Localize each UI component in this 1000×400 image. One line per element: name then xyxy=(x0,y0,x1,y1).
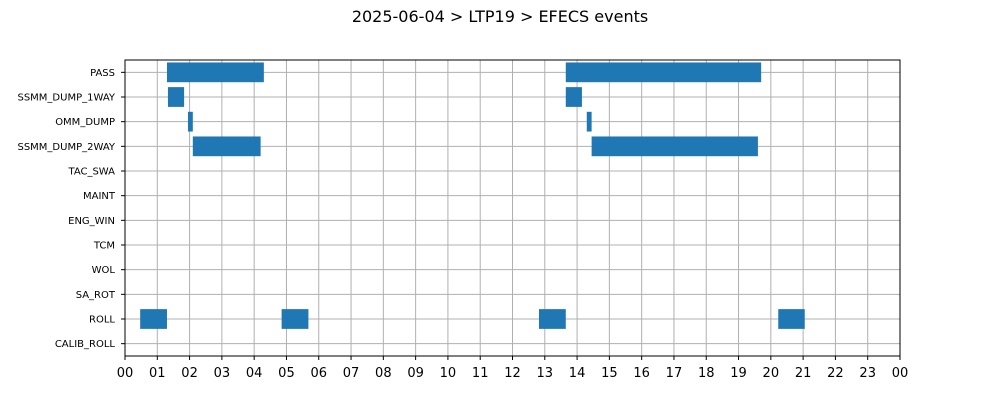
x-tick-label: 14 xyxy=(569,366,586,381)
event-bar-ssmm-dump-1way xyxy=(565,87,582,107)
x-tick-label: 10 xyxy=(440,366,457,381)
x-tick-label: 18 xyxy=(698,366,715,381)
x-tick-label: 00 xyxy=(117,366,134,381)
y-tick-label-omm-dump: OMM_DUMP xyxy=(55,117,115,128)
x-tick-label: 07 xyxy=(343,366,360,381)
x-tick-label: 05 xyxy=(278,366,295,381)
x-tick-label: 16 xyxy=(633,366,650,381)
y-tick-label-tcm: TCM xyxy=(93,241,115,252)
x-tick-label: 17 xyxy=(666,366,683,381)
event-bar-pass xyxy=(565,62,762,83)
event-bar-ssmm-dump-2way xyxy=(192,136,261,157)
y-tick-label-calib-roll: CALIB_ROLL xyxy=(55,339,116,350)
x-tick-label: 13 xyxy=(537,366,554,381)
y-tick-label-eng-win: ENG_WIN xyxy=(68,216,115,227)
y-tick-label-ssmm-dump-2way: SSMM_DUMP_2WAY xyxy=(17,142,115,153)
x-tick-label: 23 xyxy=(859,366,876,381)
event-bar-roll xyxy=(281,309,309,329)
y-tick-label-tac-swa: TAC_SWA xyxy=(67,167,115,178)
x-tick-label: 19 xyxy=(730,366,747,381)
y-tick-label-sa-rot: SA_ROT xyxy=(76,290,116,301)
x-tick-label: 08 xyxy=(375,366,392,381)
x-tick-label: 02 xyxy=(181,366,198,381)
x-tick-label: 03 xyxy=(214,366,231,381)
x-tick-label: 04 xyxy=(246,366,263,381)
plot-frame xyxy=(124,59,901,357)
x-tick-label: 20 xyxy=(763,366,780,381)
chart-title: 2025-06-04 > LTP19 > EFECS events xyxy=(352,7,648,26)
event-bar-ssmm-dump-1way xyxy=(167,87,185,107)
event-bar-omm-dump xyxy=(586,111,592,132)
y-tick-label-wol: WOL xyxy=(92,265,116,276)
event-bar-roll xyxy=(538,309,566,329)
y-tick-label-ssmm-dump-1way: SSMM_DUMP_1WAY xyxy=(17,93,115,104)
y-tick-label-roll: ROLL xyxy=(89,315,115,326)
x-tick-label: 22 xyxy=(827,366,844,381)
x-tick-label: 15 xyxy=(601,366,618,381)
x-tick-label: 09 xyxy=(407,366,424,381)
event-bar-ssmm-dump-2way xyxy=(591,136,758,157)
bars-layer xyxy=(140,62,805,329)
event-bar-roll xyxy=(140,309,167,329)
x-tick-label: 06 xyxy=(310,366,327,381)
event-bar-omm-dump xyxy=(187,111,193,132)
event-bar-pass xyxy=(166,62,264,83)
x-tick-label: 00 xyxy=(892,366,909,381)
x-tick-label: 11 xyxy=(472,366,489,381)
x-tick-label: 01 xyxy=(149,366,166,381)
x-tick-label: 12 xyxy=(504,366,521,381)
axis-layer: 00 01 02 03 04 05 06 07 08 09 10 11 12 13 14 15 16 17 18 19… xyxy=(17,68,908,381)
y-tick-label-maint: MAINT xyxy=(83,191,116,202)
event-bar-roll xyxy=(778,309,805,329)
y-tick-label-pass: PASS xyxy=(90,68,115,79)
x-tick-label: 21 xyxy=(795,366,812,381)
